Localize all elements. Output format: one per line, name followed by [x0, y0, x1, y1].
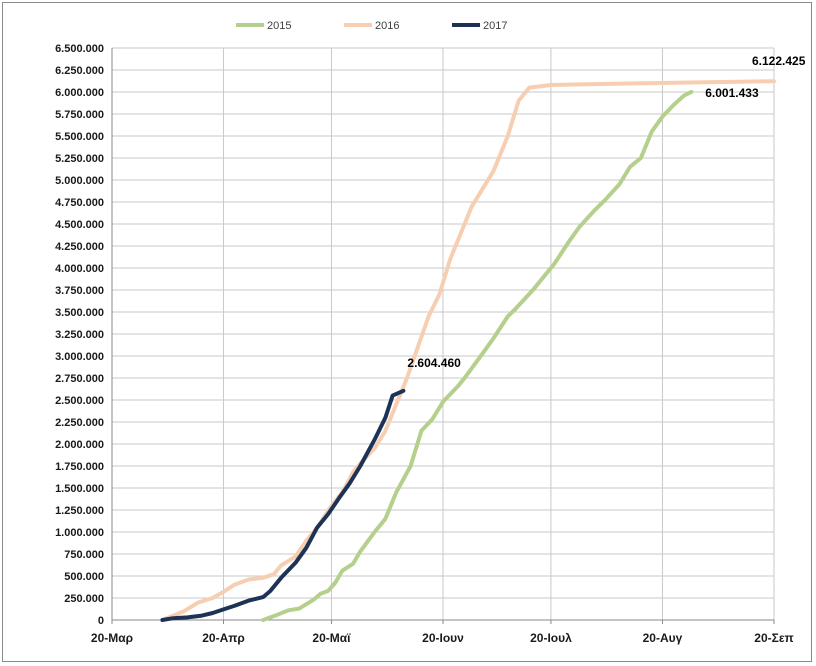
- legend: 2015 2016 2017: [236, 20, 507, 32]
- y-tick-label: 1.750.000: [55, 461, 104, 473]
- y-tick-label: 4.250.000: [55, 241, 104, 253]
- y-tick-label: 4.750.000: [55, 197, 104, 209]
- y-tick-label: 1.000.000: [55, 527, 104, 539]
- series-line-2015: [261, 89, 694, 622]
- y-tick-label: 4.500.000: [55, 219, 104, 231]
- y-tick-label: 3.500.000: [55, 307, 104, 319]
- legend-label-2015: 2015: [267, 20, 291, 32]
- y-axis: 0 250.000 500.000 750.000 1.000.000 1.250.000…: [55, 43, 104, 627]
- y-tick-label: 4.000.000: [55, 263, 104, 275]
- y-tick-label: 750.000: [64, 549, 104, 561]
- y-tick-label: 2.500.000: [55, 395, 104, 407]
- value-annotation-2017: 2.604.460: [407, 356, 461, 370]
- y-tick-label: 2.250.000: [55, 417, 104, 429]
- y-tick-label: 6.250.000: [55, 65, 104, 77]
- y-tick-label: 500.000: [64, 571, 104, 583]
- y-tick-label: 3.000.000: [55, 351, 104, 363]
- y-tick-label: 5.500.000: [55, 131, 104, 143]
- value-annotation-2016: 6.122.425: [752, 54, 806, 68]
- series-line-2017: [160, 388, 406, 622]
- x-tick-label: 20-Ιουν: [422, 631, 464, 645]
- y-tick-label: 2.750.000: [55, 373, 104, 385]
- y-tick-label: 6.500.000: [55, 43, 104, 55]
- x-tick-label: 20-Ιουλ: [530, 631, 572, 645]
- x-tick-label: 20-Σεπ: [754, 631, 793, 645]
- y-tick-label: 6.000.000: [55, 87, 104, 99]
- x-axis: 20-Μαρ 20-Απρ 20-Μαϊ 20-Ιουν 20-Ιουλ 20-Αυγ 20…: [91, 620, 794, 645]
- x-tick-label: 20-Μαρ: [91, 631, 133, 645]
- y-tick-label: 1.250.000: [55, 505, 104, 517]
- legend-label-2017: 2017: [483, 20, 507, 32]
- legend-label-2016: 2016: [375, 20, 399, 32]
- series-lines: [160, 79, 776, 622]
- y-tick-label: 5.250.000: [55, 153, 104, 165]
- y-tick-label: 0: [98, 615, 104, 627]
- y-tick-label: 5.000.000: [55, 175, 104, 187]
- x-tick-label: 20-Αυγ: [643, 631, 683, 645]
- y-tick-label: 5.750.000: [55, 109, 104, 121]
- annotations: 6.122.425 6.001.433 2.604.460: [407, 54, 805, 370]
- value-annotation-2015: 6.001.433: [705, 86, 759, 100]
- x-tick-label: 20-Απρ: [202, 631, 245, 645]
- y-tick-label: 3.250.000: [55, 329, 104, 341]
- gridlines: [111, 47, 775, 621]
- x-tick-label: 20-Μαϊ: [312, 631, 351, 645]
- series-line-2016: [160, 79, 776, 622]
- y-tick-label: 1.500.000: [55, 483, 104, 495]
- y-tick-label: 250.000: [64, 593, 104, 605]
- y-tick-label: 3.750.000: [55, 285, 104, 297]
- y-tick-label: 2.000.000: [55, 439, 104, 451]
